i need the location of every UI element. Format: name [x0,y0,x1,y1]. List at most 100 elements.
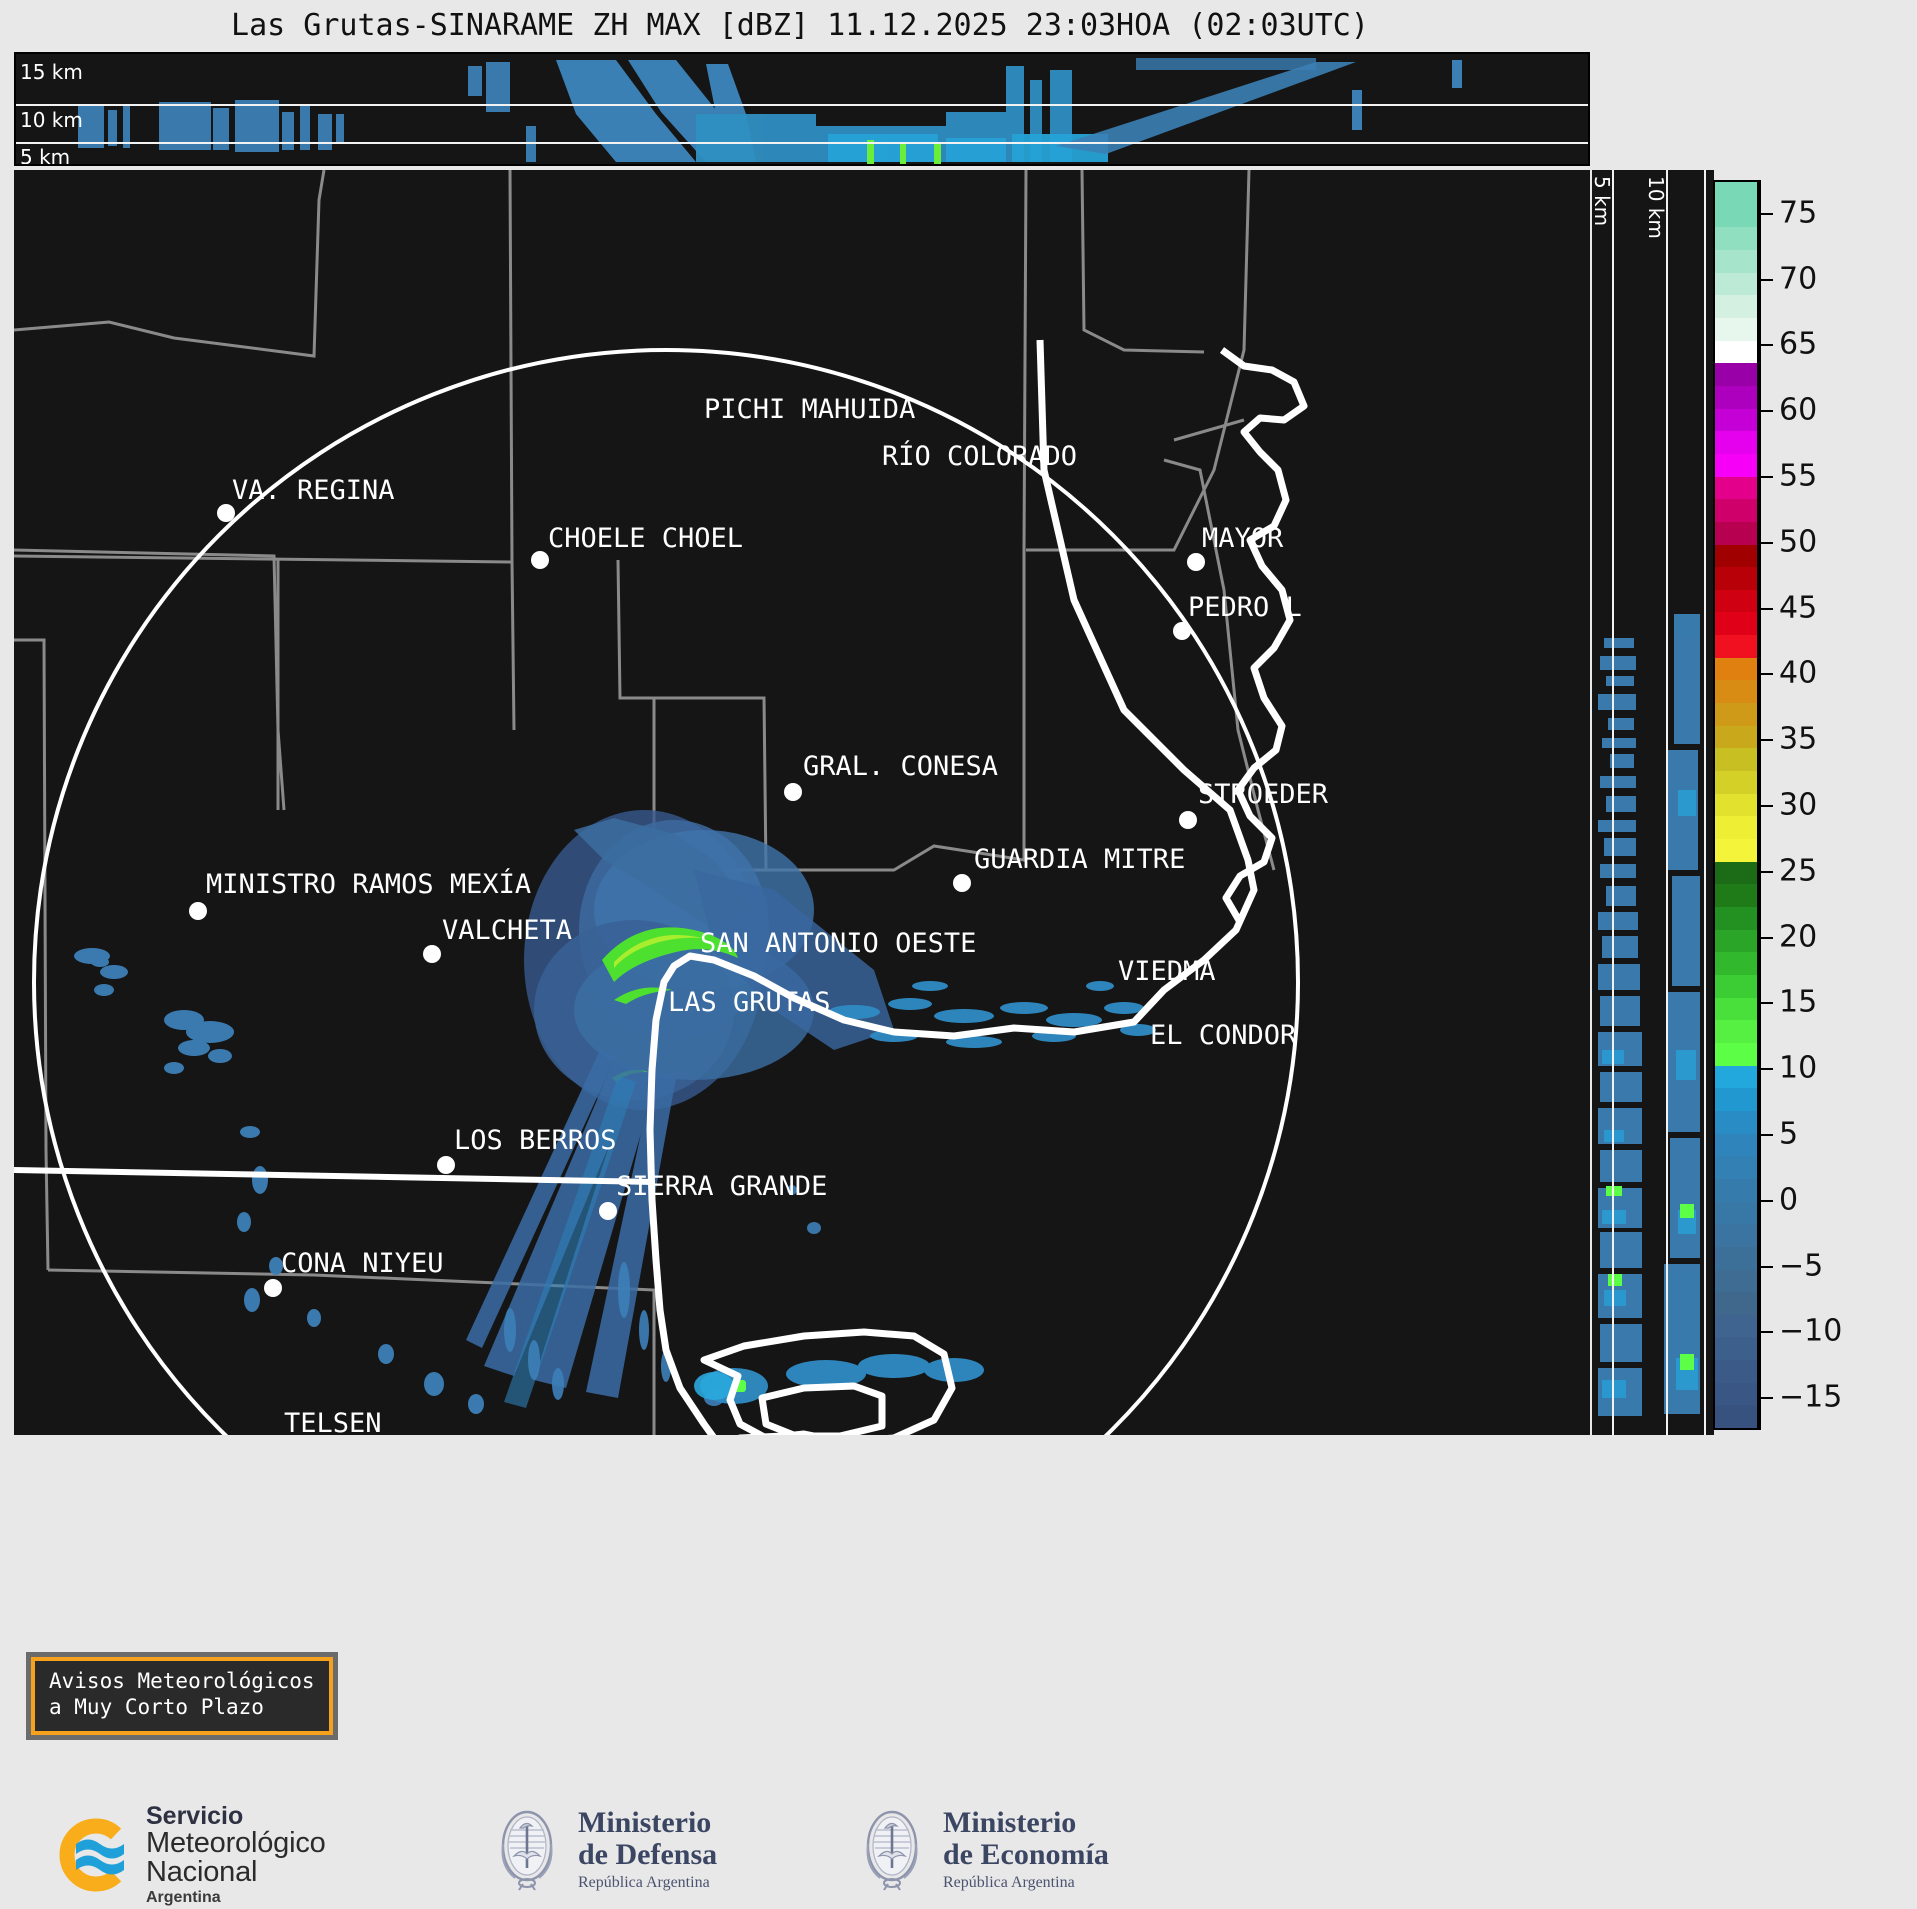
smn-line-1: Servicio [146,1802,244,1830]
city-label-5: PEDRO L [1188,592,1302,623]
colorbar-band-4 [1715,272,1757,296]
colorbar-band-34 [1715,952,1757,975]
city-label-11: SAN ANTONIO OESTE [700,928,976,959]
colorbar-tick-15 [1759,1002,1773,1005]
colorbar-tick-label-60: 60 [1779,392,1818,428]
colorbar-tick-label-65: 65 [1779,326,1818,362]
colorbar-band-6 [1715,317,1757,341]
xsec-label-10km: 10 km [20,108,83,132]
colorbar-band-32 [1715,907,1757,930]
colorbar-tick-label-5: 5 [1779,1116,1799,1152]
warning-box[interactable]: Avisos Meteorológicos a Muy Corto Plazo [26,1652,338,1740]
city-label-16: SIERRA GRANDE [616,1171,827,1202]
city-label-13: LAS GRUTAS [668,987,831,1018]
colorbar-band-28 [1715,816,1757,840]
colorbar-tick-label-70: 70 [1779,261,1818,297]
colorbar-band-14 [1715,499,1757,522]
colorbar-tick-40 [1759,673,1773,676]
colorbar-band-30 [1715,861,1757,885]
smn-logo-text: Servicio Meteorológico Nacional Argentin… [146,1804,326,1906]
city-dot-5 [1173,622,1191,640]
defensa-logo-text: Ministerio de Defensa República Argentin… [578,1805,718,1892]
city-label-9: MINISTRO RAMOS MEXÍA [206,868,531,900]
range-ring [32,348,1300,1435]
colorbar-tick-label-0: 0 [1779,1182,1799,1218]
xsec-gridline-10km [16,104,1588,106]
colorbar-band-48 [1715,1269,1757,1293]
colorbar-band-39 [1715,1065,1757,1089]
colorbar-tick-70 [1759,278,1773,281]
colorbar-tick-75 [1759,212,1773,215]
xsec-side-gridline-15km [1704,170,1706,1435]
colorbar-tick-label-15: 15 [1779,984,1818,1020]
cross-section-top-panel: 15 km 10 km 5 km [14,52,1590,166]
city-label-17: CONA NIYEU [281,1248,444,1279]
colorbar-band-45 [1715,1201,1757,1225]
city-label-10: VALCHETA [442,915,572,946]
scattered-echoes-south [504,1185,821,1406]
colorbar-band-36 [1715,997,1757,1021]
xsec-gridline-5km [16,142,1588,144]
colorbar-band-33 [1715,929,1757,953]
economia-line-1: Ministerio [943,1805,1077,1839]
city-dot-15 [437,1156,455,1174]
colorbar-band-41 [1715,1110,1757,1134]
colorbar-tick-50 [1759,541,1773,544]
colorbar-band-11 [1715,431,1757,454]
colorbar-band-8 [1715,363,1757,386]
colorbar-band-19 [1715,612,1757,636]
xsec-side-label-5km: 5 km [1592,176,1614,227]
city-label-0: PICHI MAHUIDA [704,394,915,425]
smn-line-4: Argentina [146,1889,221,1906]
colorbar-band-5 [1715,295,1757,318]
colorbar-band-53 [1715,1382,1757,1406]
colorbar-band-37 [1715,1020,1757,1043]
xsec-side-gridline-10km [1666,170,1668,1435]
colorbar-tick-30 [1759,805,1773,807]
colorbar-tick-25 [1759,870,1773,873]
city-label-12: VIEDMA [1118,956,1216,987]
colorbar-band-43 [1715,1156,1757,1179]
defensa-line-3: República Argentina [578,1874,710,1892]
colorbar-band-1 [1715,204,1757,228]
warning-line-2: a Muy Corto Plazo [49,1695,264,1720]
colorbar-band-7 [1715,340,1757,364]
colorbar-tick-60 [1759,410,1773,413]
colorbar-tick-label-40: 40 [1779,655,1818,691]
scattered-echoes-east [828,981,1156,1048]
city-label-15: LOS BERROS [454,1125,617,1156]
colorbar-tick--10 [1759,1331,1773,1334]
colorbar-tick--15 [1759,1397,1773,1400]
colorbar-band-51 [1715,1337,1757,1361]
colorbar-band-23 [1715,703,1757,726]
city-label-6: GRAL. CONESA [803,751,998,782]
colorbar-band-35 [1715,974,1757,998]
xsec-label-15km: 15 km [20,60,83,84]
city-dot-16 [599,1202,617,1220]
colorbar-band-9 [1715,385,1757,409]
city-label-8: GUARDIA MITRE [974,844,1185,875]
colorbar-band-3 [1715,249,1757,273]
smn-logo-icon [50,1814,132,1896]
colorbar-band-0 [1715,182,1757,205]
defensa-line-2: de Defensa [578,1837,718,1871]
colorbar-gradient [1713,180,1759,1430]
warning-box-inner: Avisos Meteorológicos a Muy Corto Plazo [31,1657,333,1735]
city-label-18: TELSEN [284,1408,382,1435]
colorbar-band-24 [1715,725,1757,749]
colorbar-tick-45 [1759,607,1773,610]
colorbar-band-50 [1715,1314,1757,1338]
defensa-line-1: Ministerio [578,1805,712,1839]
city-dot-6 [784,783,802,801]
colorbar-tick-label--5: −5 [1779,1248,1824,1284]
colorbar-band-13 [1715,476,1757,500]
colorbar-band-22 [1715,680,1757,704]
colorbar-tick-label-55: 55 [1779,458,1818,494]
footer-logos: Servicio Meteorológico Nacional Argentin… [0,1790,1917,1909]
colorbar-tick-label-10: 10 [1779,1050,1818,1086]
city-label-1: RÍO COLORADO [882,440,1077,472]
radar-map-panel[interactable]: PICHI MAHUIDA RÍO COLORADO VA. REGINA CHOEL… [14,170,1590,1435]
city-dot-9 [189,902,207,920]
colorbar-tick-5 [1759,1133,1773,1136]
colorbar-band-38 [1715,1042,1757,1066]
